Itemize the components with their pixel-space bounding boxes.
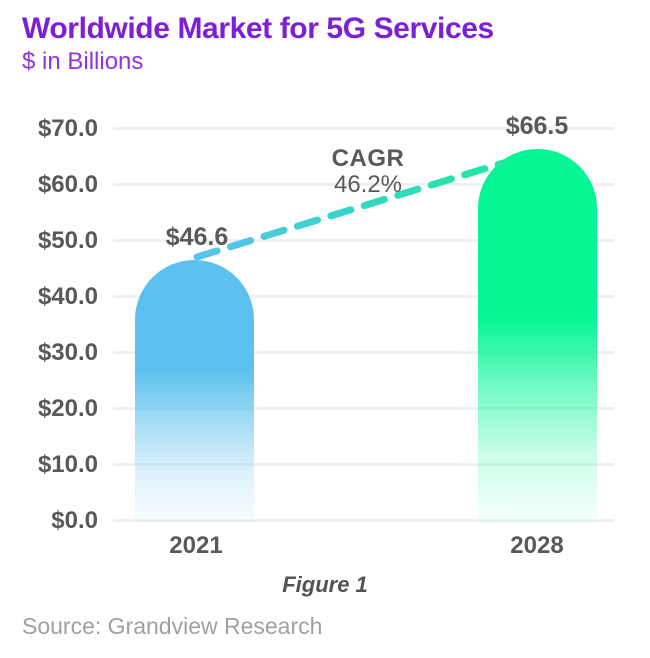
chart-subtitle: $ in Billions [22, 48, 144, 75]
chart-title: Worldwide Market for 5G Services [22, 12, 494, 45]
cagr-annotation: CAGR 46.2% [298, 146, 438, 198]
cagr-annotation-value: 46.2% [333, 171, 403, 198]
ytick-label: $70.0 [37, 115, 98, 142]
gridline [113, 407, 614, 410]
ytick-label: $60.0 [37, 171, 98, 198]
ytick-label: $50.0 [37, 227, 98, 254]
xtick-2028: 2028 [510, 532, 564, 559]
xtick-2021: 2021 [169, 532, 223, 559]
value-label-2028: $66.5 [505, 111, 569, 140]
value-label-2021: $46.6 [165, 223, 229, 252]
bar-2021 [135, 260, 254, 524]
ytick-label: $40.0 [37, 283, 98, 310]
ytick-label: $20.0 [37, 395, 98, 422]
gridline [113, 351, 614, 354]
figure-caption: Figure 1 [282, 572, 368, 597]
cagr-annotation-label: CAGR [331, 145, 405, 172]
gridline [113, 463, 614, 466]
ytick-label: $0.0 [51, 507, 98, 534]
ytick-label: $10.0 [37, 451, 98, 478]
gridline [113, 127, 614, 130]
ytick-label: $30.0 [37, 339, 98, 366]
gridline [113, 295, 614, 298]
source-text: Source: Grandview Research [22, 613, 323, 639]
gridline [113, 519, 614, 522]
